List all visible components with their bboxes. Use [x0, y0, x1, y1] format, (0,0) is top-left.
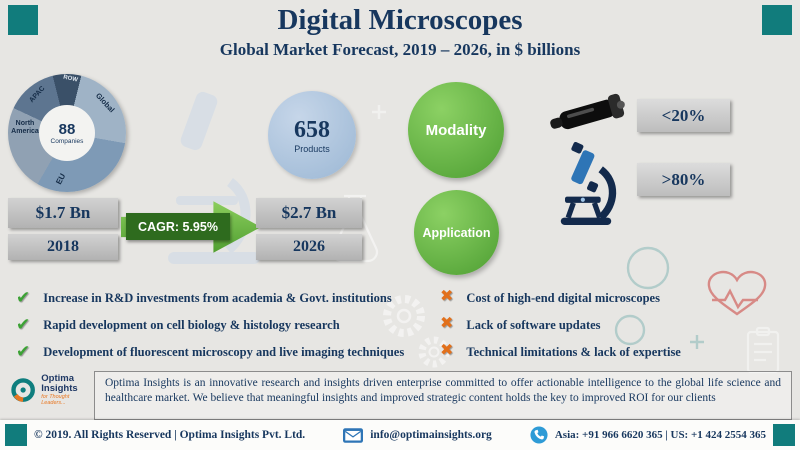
market-value-2026: $2.7 Bn: [256, 198, 362, 228]
phone-group: Asia: +91 966 6620 365 | US: +1 424 2554…: [530, 426, 766, 444]
driver-text: Increase in R&D investments from academi…: [43, 291, 392, 305]
driver-item: ✔ Increase in R&D investments from acade…: [16, 289, 424, 306]
checkmark-icon: ✔: [16, 288, 31, 307]
driver-text: Development of fluorescent microscopy an…: [43, 345, 405, 359]
email-icon: [343, 427, 364, 443]
corner-accent: [5, 424, 27, 446]
cagr-badge: CAGR: 5.95%: [126, 213, 230, 240]
handheld-microscope-icon: [550, 93, 625, 130]
copyright-text: © 2019. All Rights Reserved | Optima Ins…: [34, 429, 306, 441]
year-2018: 2018: [8, 234, 118, 260]
company-logo: Optima Insights for Thought Leaders...: [10, 374, 92, 406]
donut-ring: [8, 74, 126, 192]
phone-icon: [530, 426, 548, 444]
application-circle: Application: [414, 190, 499, 275]
cross-icon: ✖: [440, 288, 454, 305]
market-value-2018: $1.7 Bn: [8, 198, 118, 228]
handheld-share-box: <20%: [637, 99, 730, 132]
email-text: info@optimainsights.org: [370, 429, 492, 441]
footer-bar: © 2019. All Rights Reserved | Optima Ins…: [0, 420, 800, 450]
products-count-label: Products: [294, 143, 330, 154]
companies-count-label: Companies: [50, 138, 84, 145]
checkmark-icon: ✔: [16, 342, 31, 361]
products-count-circle: 658 Products: [268, 91, 356, 179]
benchtop-microscope-icon: [560, 142, 617, 225]
corner-accent: [773, 424, 795, 446]
restraint-item: ✖ Technical limitations & lack of expert…: [440, 343, 780, 360]
driver-item: ✔ Rapid development on cell biology & hi…: [16, 316, 424, 333]
restraint-item: ✖ Lack of software updates: [440, 316, 780, 333]
companies-donut-chart: North America APAC ROW Global EU 88 Comp…: [8, 74, 126, 192]
cross-icon: ✖: [440, 342, 454, 359]
corner-accent: [8, 5, 38, 35]
drivers-list: ✔ Increase in R&D investments from acade…: [16, 289, 424, 370]
driver-text: Rapid development on cell biology & hist…: [43, 318, 340, 332]
page-title: Digital Microscopes: [277, 4, 523, 36]
email-group: info@optimainsights.org: [343, 427, 492, 443]
logo-text: Optima Insights for Thought Leaders...: [41, 374, 92, 406]
about-text: Optima Insights is an innovative researc…: [94, 371, 792, 420]
restraint-text: Lack of software updates: [466, 318, 601, 332]
cross-icon: ✖: [440, 315, 454, 332]
donut-label-north-america: North America: [11, 120, 39, 135]
products-count: 658: [294, 116, 330, 143]
companies-count: 88: [58, 121, 76, 138]
restraints-list: ✖ Cost of high-end digital microscopes ✖…: [440, 289, 780, 370]
restraint-item: ✖ Cost of high-end digital microscopes: [440, 289, 780, 306]
logo-tagline: for Thought Leaders...: [41, 393, 70, 406]
phone-text: Asia: +91 966 6620 365 | US: +1 424 2554…: [554, 429, 766, 441]
driver-item: ✔ Development of fluorescent microscopy …: [16, 343, 424, 360]
restraint-text: Cost of high-end digital microscopes: [466, 291, 660, 305]
modality-circle: Modality: [408, 82, 504, 178]
page-subtitle: Global Market Forecast, 2019 – 2026, in …: [219, 40, 581, 59]
checkmark-icon: ✔: [16, 315, 31, 334]
year-2026: 2026: [256, 234, 362, 260]
restraint-text: Technical limitations & lack of expertis…: [466, 345, 681, 359]
benchtop-share-box: >80%: [637, 163, 730, 196]
corner-accent: [762, 5, 792, 35]
donut-center: 88 Companies: [8, 74, 126, 192]
logo-name: Optima Insights: [41, 373, 78, 394]
optima-logo-icon: [11, 378, 35, 402]
